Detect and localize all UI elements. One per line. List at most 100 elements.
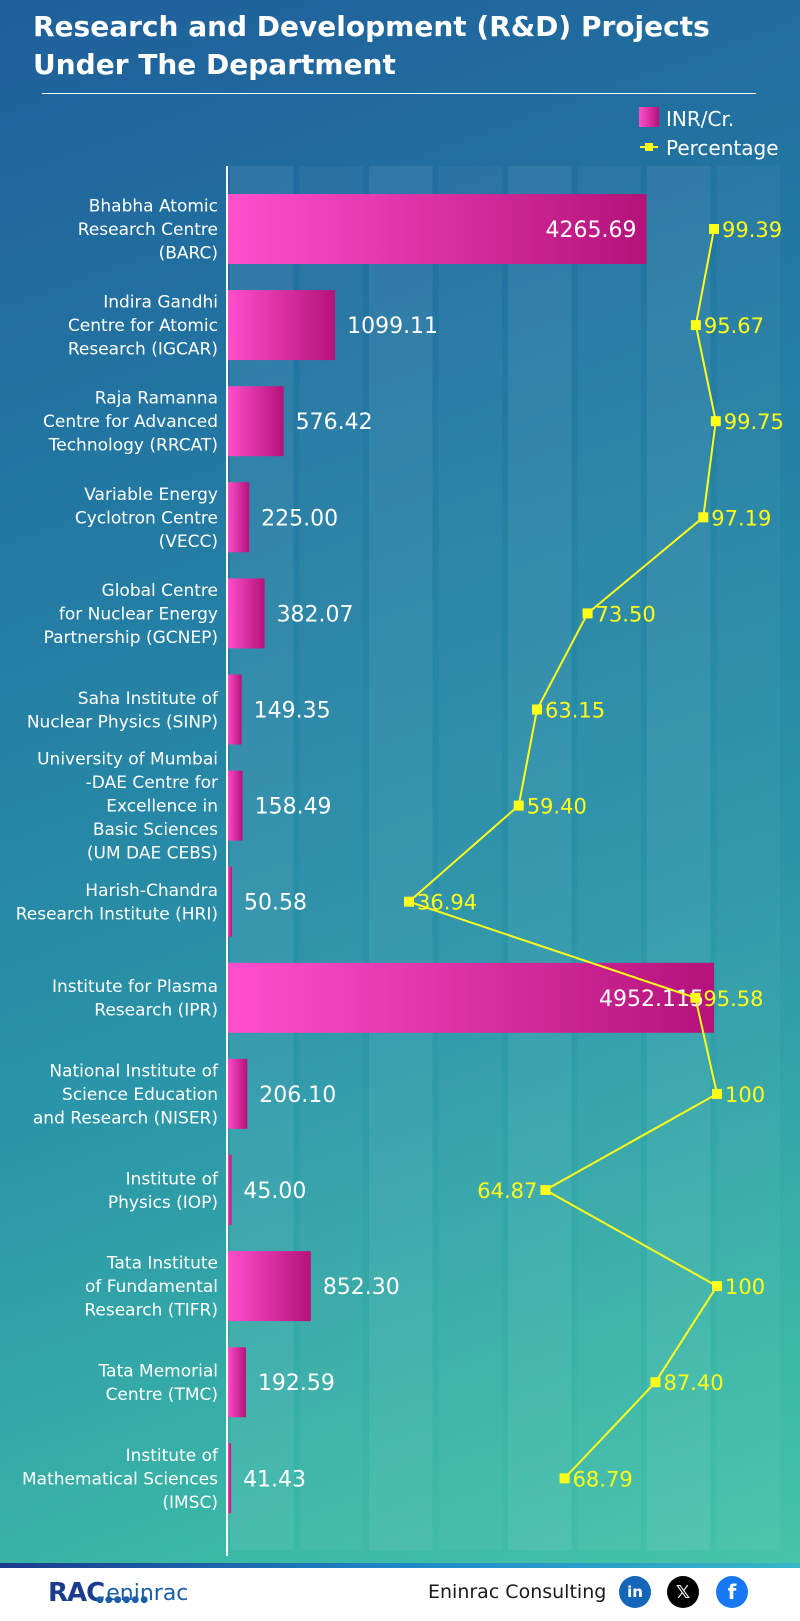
- percentage-marker: [712, 1281, 722, 1292]
- category-label: Variable Energy Cyclotron Centre (VECC): [75, 485, 218, 552]
- grid-band: [647, 166, 711, 1550]
- footer-accent-line: [0, 1563, 800, 1568]
- brand-logo: RAC eninrac: [48, 1575, 188, 1611]
- bar-series: 4265.69 1099.11 576.42 225.00 382.07 149.35 15…: [227, 194, 714, 1514]
- category-label: Harish-Chandra Research Institute (HRI): [16, 881, 218, 925]
- grid-band: [369, 166, 433, 1550]
- legend-bar-swatch: [639, 107, 659, 127]
- legend-bar-label: INR/Cr.: [666, 107, 734, 131]
- chart-grid: [230, 166, 780, 1550]
- percentage-marker: [690, 992, 701, 1003]
- grid-band: [299, 166, 363, 1550]
- grid-band: [577, 166, 641, 1550]
- bar: [227, 482, 250, 553]
- chart-legend: INR/Cr. Percentage: [639, 107, 779, 160]
- percentage-label: 87.40: [663, 1371, 723, 1395]
- category-label: Saha Institute of Nuclear Physics (SINP): [27, 689, 219, 733]
- brand-eninrac-text: eninrac: [106, 1580, 189, 1606]
- percentage-marker: [709, 224, 720, 234]
- bar-value-label: 192.59: [258, 1371, 335, 1396]
- bar: [227, 962, 714, 1033]
- category-label: Raja Ramanna Centre for Advanced Technolog…: [43, 389, 218, 456]
- legend-line-marker: [645, 143, 653, 151]
- percentage-marker: [650, 1377, 661, 1388]
- chart-canvas: INR/Cr. Percentage 4265.69 1099.11 576.42 2…: [16, 107, 784, 1550]
- bar: [227, 578, 265, 649]
- percentage-label: 100: [725, 1083, 765, 1107]
- bar: [227, 1443, 232, 1514]
- bar-value-label: 4265.69: [546, 218, 637, 243]
- grid-band: [508, 166, 572, 1550]
- grid-band: [716, 166, 780, 1550]
- percentage-label: 36.94: [417, 891, 477, 915]
- bar: [227, 386, 284, 457]
- bar-value-label: 225.00: [261, 506, 338, 531]
- footer: RAC eninrac ●●●●●● Eninrac Consulting in…: [0, 1563, 800, 1621]
- percentage-label: 73.50: [596, 602, 656, 626]
- percentage-line: [407, 228, 719, 1479]
- bar-value-label: 41.43: [243, 1467, 306, 1492]
- percentage-marker: [513, 800, 524, 811]
- percentage-label: 99.39: [722, 218, 782, 242]
- x-icon[interactable]: 𝕏: [667, 1576, 699, 1608]
- percentage-label: 63.15: [545, 699, 605, 723]
- percentage-marker: [559, 1473, 570, 1484]
- category-label: Tata Institute of Fundamental Research (TI…: [84, 1254, 218, 1321]
- bar: [227, 1347, 246, 1418]
- grid-band: [438, 166, 502, 1550]
- bar: [227, 1155, 232, 1225]
- percentage-label: 95.58: [703, 987, 763, 1011]
- category-label: Global Centre for Nuclear Energy Partnersh…: [44, 581, 218, 648]
- percentage-label: 68.79: [573, 1467, 633, 1491]
- bar-value-label: 45.00: [243, 1179, 306, 1204]
- percentage-marker: [404, 896, 414, 907]
- percentage-series: 99.39 95.67 99.75 97.19 73.50 63.15 59.40 36.94…: [404, 218, 784, 1491]
- percentage-label: 97.19: [711, 506, 771, 530]
- percentage-marker: [532, 704, 543, 715]
- percentage-marker: [690, 320, 701, 331]
- bar-value-label: 382.07: [277, 602, 354, 627]
- percentage-marker: [712, 1088, 722, 1099]
- bar-value-label: 50.58: [244, 891, 307, 916]
- bar: [227, 866, 232, 937]
- brand-dots-decoration: ●●●●●●: [96, 1595, 150, 1605]
- page-title: Research and Development (R&D) Projects …: [33, 10, 710, 81]
- bar: [227, 1251, 311, 1322]
- brand-rac-text: RAC: [48, 1578, 105, 1608]
- title-divider: [42, 93, 756, 94]
- percentage-label: 64.87: [477, 1179, 537, 1203]
- percentage-label: 99.75: [724, 410, 784, 434]
- company-name: Eninrac Consulting: [428, 1581, 607, 1603]
- category-label: Indira Gandhi Centre for Atomic Research (…: [68, 293, 218, 360]
- bar: [227, 290, 336, 361]
- bar: [227, 674, 242, 745]
- percentage-label: 59.40: [527, 795, 587, 819]
- legend-line-label: Percentage: [666, 136, 779, 160]
- category-label: University of Mumbai -DAE Centre for Excel…: [37, 750, 218, 864]
- category-labels: Bhabha Atomic Research Centre (BARC) Indira…: [16, 197, 219, 1513]
- bar-value-label: 206.10: [259, 1083, 336, 1108]
- bar-value-label: 852.30: [323, 1275, 400, 1300]
- category-label: Institute for Plasma Research (IPR): [52, 977, 218, 1021]
- percentage-marker: [540, 1185, 551, 1195]
- percentage-marker: [582, 608, 593, 619]
- category-label: National Institute of Science Education an…: [33, 1061, 219, 1128]
- linkedin-icon[interactable]: in: [619, 1576, 651, 1608]
- bar: [227, 194, 647, 264]
- category-label: Bhabha Atomic Research Centre (BARC): [78, 197, 218, 264]
- grid-band: [230, 166, 294, 1550]
- percentage-label: 95.67: [704, 314, 764, 338]
- facebook-icon[interactable]: f: [716, 1576, 748, 1608]
- bar-value-label: 1099.11: [347, 314, 438, 339]
- category-label: Tata Memorial Centre (TMC): [98, 1361, 218, 1405]
- percentage-label: 100: [725, 1275, 765, 1299]
- category-label: Institute of Mathematical Sciences (IMSC): [22, 1446, 219, 1513]
- percentage-marker: [698, 512, 709, 523]
- percentage-marker: [710, 416, 721, 427]
- bar: [227, 770, 243, 841]
- bar-value-label: 158.49: [255, 795, 332, 820]
- bar-value-label: 576.42: [296, 410, 373, 435]
- bar-value-label: 149.35: [254, 699, 331, 724]
- bar: [227, 1058, 248, 1129]
